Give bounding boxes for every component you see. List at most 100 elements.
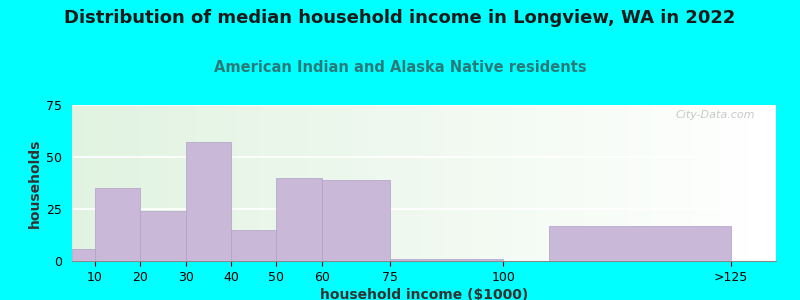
Bar: [238, 105, 241, 261]
Bar: [628, 105, 630, 261]
Bar: [286, 105, 288, 261]
Bar: [98, 105, 100, 261]
Bar: [358, 105, 361, 261]
Bar: [497, 105, 499, 261]
Bar: [236, 105, 238, 261]
Bar: [220, 105, 222, 261]
Bar: [478, 105, 480, 261]
Bar: [527, 105, 530, 261]
Bar: [295, 105, 298, 261]
Bar: [459, 105, 462, 261]
Bar: [429, 105, 431, 261]
Bar: [736, 105, 738, 261]
Bar: [173, 105, 175, 261]
Bar: [675, 105, 678, 261]
Bar: [605, 105, 607, 261]
Bar: [354, 105, 356, 261]
Bar: [117, 105, 119, 261]
Bar: [518, 105, 520, 261]
Bar: [140, 211, 186, 261]
Bar: [248, 105, 250, 261]
Bar: [703, 105, 706, 261]
Bar: [638, 105, 640, 261]
Bar: [466, 105, 469, 261]
Bar: [186, 142, 231, 261]
Bar: [105, 105, 107, 261]
Bar: [482, 105, 485, 261]
Bar: [520, 105, 522, 261]
Bar: [610, 105, 612, 261]
Bar: [326, 105, 328, 261]
Bar: [511, 105, 513, 261]
Bar: [522, 105, 525, 261]
Bar: [696, 105, 698, 261]
Bar: [560, 105, 562, 261]
Bar: [253, 105, 255, 261]
Bar: [586, 105, 588, 261]
Bar: [290, 105, 293, 261]
Bar: [213, 105, 215, 261]
Bar: [72, 248, 94, 261]
Bar: [342, 105, 344, 261]
Bar: [630, 105, 633, 261]
Bar: [614, 105, 617, 261]
Bar: [187, 105, 190, 261]
Bar: [377, 105, 379, 261]
Bar: [668, 105, 670, 261]
Bar: [206, 105, 208, 261]
Bar: [154, 105, 157, 261]
Bar: [549, 226, 730, 261]
Bar: [368, 105, 370, 261]
Bar: [410, 105, 412, 261]
Bar: [370, 105, 372, 261]
Bar: [748, 105, 750, 261]
Bar: [633, 105, 635, 261]
Bar: [403, 105, 406, 261]
Bar: [140, 105, 142, 261]
Bar: [635, 105, 638, 261]
Bar: [128, 105, 130, 261]
Bar: [372, 105, 374, 261]
Bar: [618, 105, 621, 261]
Bar: [330, 105, 333, 261]
Bar: [278, 105, 281, 261]
Bar: [476, 105, 478, 261]
Bar: [208, 105, 210, 261]
Bar: [337, 105, 339, 261]
Bar: [755, 105, 758, 261]
Bar: [525, 105, 527, 261]
Bar: [680, 105, 682, 261]
Bar: [685, 105, 687, 261]
Bar: [302, 105, 304, 261]
Bar: [386, 105, 389, 261]
Bar: [159, 105, 161, 261]
Bar: [718, 105, 720, 261]
Bar: [262, 105, 265, 261]
Text: American Indian and Alaska Native residents: American Indian and Alaska Native reside…: [214, 60, 586, 75]
Bar: [194, 105, 196, 261]
Bar: [344, 105, 346, 261]
Bar: [93, 105, 95, 261]
Bar: [537, 105, 539, 261]
Bar: [729, 105, 731, 261]
Bar: [513, 105, 515, 261]
Text: Distribution of median household income in Longview, WA in 2022: Distribution of median household income …: [64, 9, 736, 27]
Bar: [166, 105, 168, 261]
Bar: [623, 105, 626, 261]
Bar: [722, 105, 724, 261]
Bar: [502, 105, 504, 261]
Bar: [222, 105, 225, 261]
Bar: [640, 105, 642, 261]
Bar: [309, 105, 311, 261]
Bar: [122, 105, 124, 261]
Bar: [95, 105, 98, 261]
Bar: [774, 105, 776, 261]
Bar: [314, 105, 316, 261]
Bar: [107, 105, 110, 261]
Bar: [74, 105, 77, 261]
Bar: [530, 105, 532, 261]
Bar: [600, 105, 602, 261]
Bar: [758, 105, 759, 261]
Bar: [100, 105, 102, 261]
Bar: [323, 105, 326, 261]
